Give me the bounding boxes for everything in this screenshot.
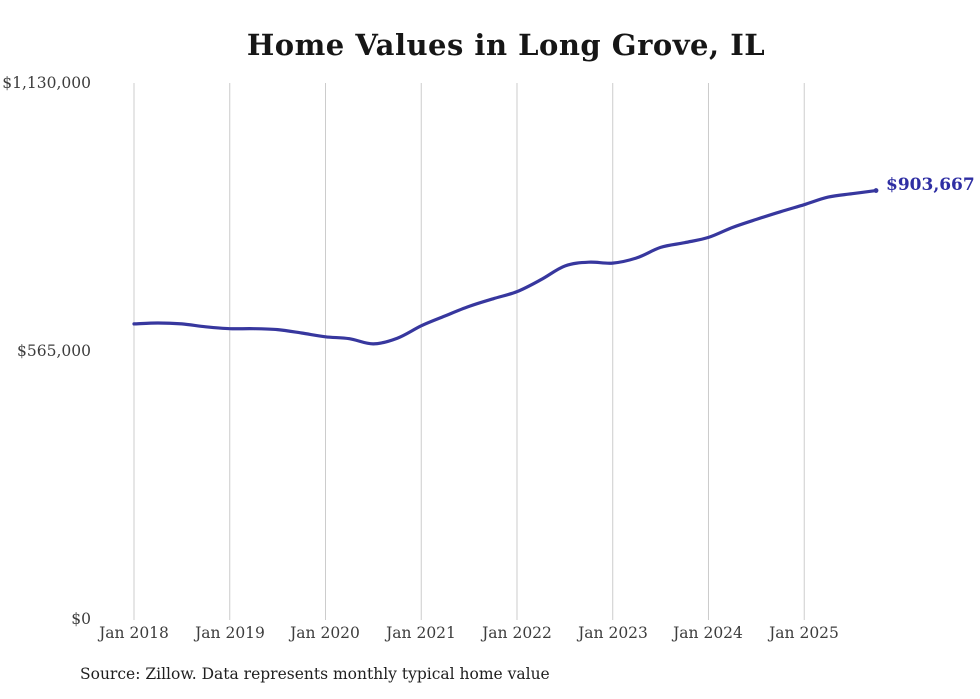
x-axis-tick-label: Jan 2020 xyxy=(290,624,360,642)
x-axis-tick-label: Jan 2019 xyxy=(195,624,265,642)
line-end-marker xyxy=(873,188,879,193)
source-note: Source: Zillow. Data represents monthly … xyxy=(80,665,550,683)
x-axis-tick-label: Jan 2018 xyxy=(99,624,169,642)
chart-title: Home Values in Long Grove, IL xyxy=(246,28,766,62)
y-axis-tick-label: $565,000 xyxy=(17,342,91,360)
y-axis-tick-label: $1,130,000 xyxy=(2,74,91,92)
x-axis-tick-label: Jan 2021 xyxy=(386,624,456,642)
x-axis-tick-label: Jan 2023 xyxy=(578,624,648,642)
x-axis-tick-label: Jan 2024 xyxy=(673,624,743,642)
latest-value-label: $903,667 xyxy=(886,175,975,195)
y-axis-tick-label: $0 xyxy=(71,610,91,628)
x-axis-tick-label: Jan 2025 xyxy=(769,624,839,642)
x-axis-tick-label: Jan 2022 xyxy=(482,624,552,642)
home-value-line xyxy=(132,189,878,346)
